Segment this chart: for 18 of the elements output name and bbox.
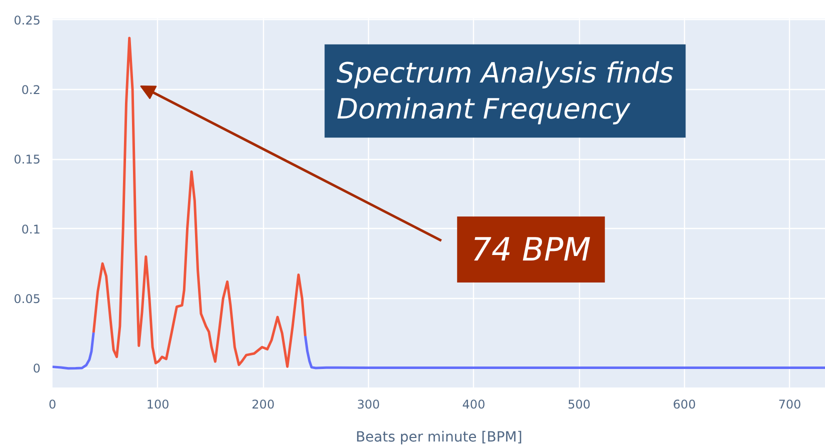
x-tick-label: 700 xyxy=(778,398,802,412)
annotation: Spectrum Analysis finds Dominant Frequency xyxy=(336,56,674,126)
x-axis-title: Beats per minute [BPM] xyxy=(356,430,522,446)
x-tick-label: 100 xyxy=(146,398,170,412)
y-tick-label: 0.1 xyxy=(21,222,41,236)
x-tick-label: 200 xyxy=(252,398,275,412)
y-tick-label: 0.15 xyxy=(14,152,40,167)
x-tick-label: 600 xyxy=(672,398,696,412)
x-tick-label: 300 xyxy=(356,398,380,412)
annotation: 74 BPM xyxy=(471,230,591,268)
y-tick-label: 0.05 xyxy=(14,292,40,306)
x-tick-label: 0 xyxy=(48,398,56,412)
x-tick-label: 400 xyxy=(462,398,486,412)
x-tick-label: 500 xyxy=(568,398,591,412)
y-tick-label: 0.25 xyxy=(14,13,40,28)
y-tick-label: 0.2 xyxy=(21,83,41,98)
y-tick-label: 0 xyxy=(32,362,41,376)
line-series xyxy=(92,36,306,368)
